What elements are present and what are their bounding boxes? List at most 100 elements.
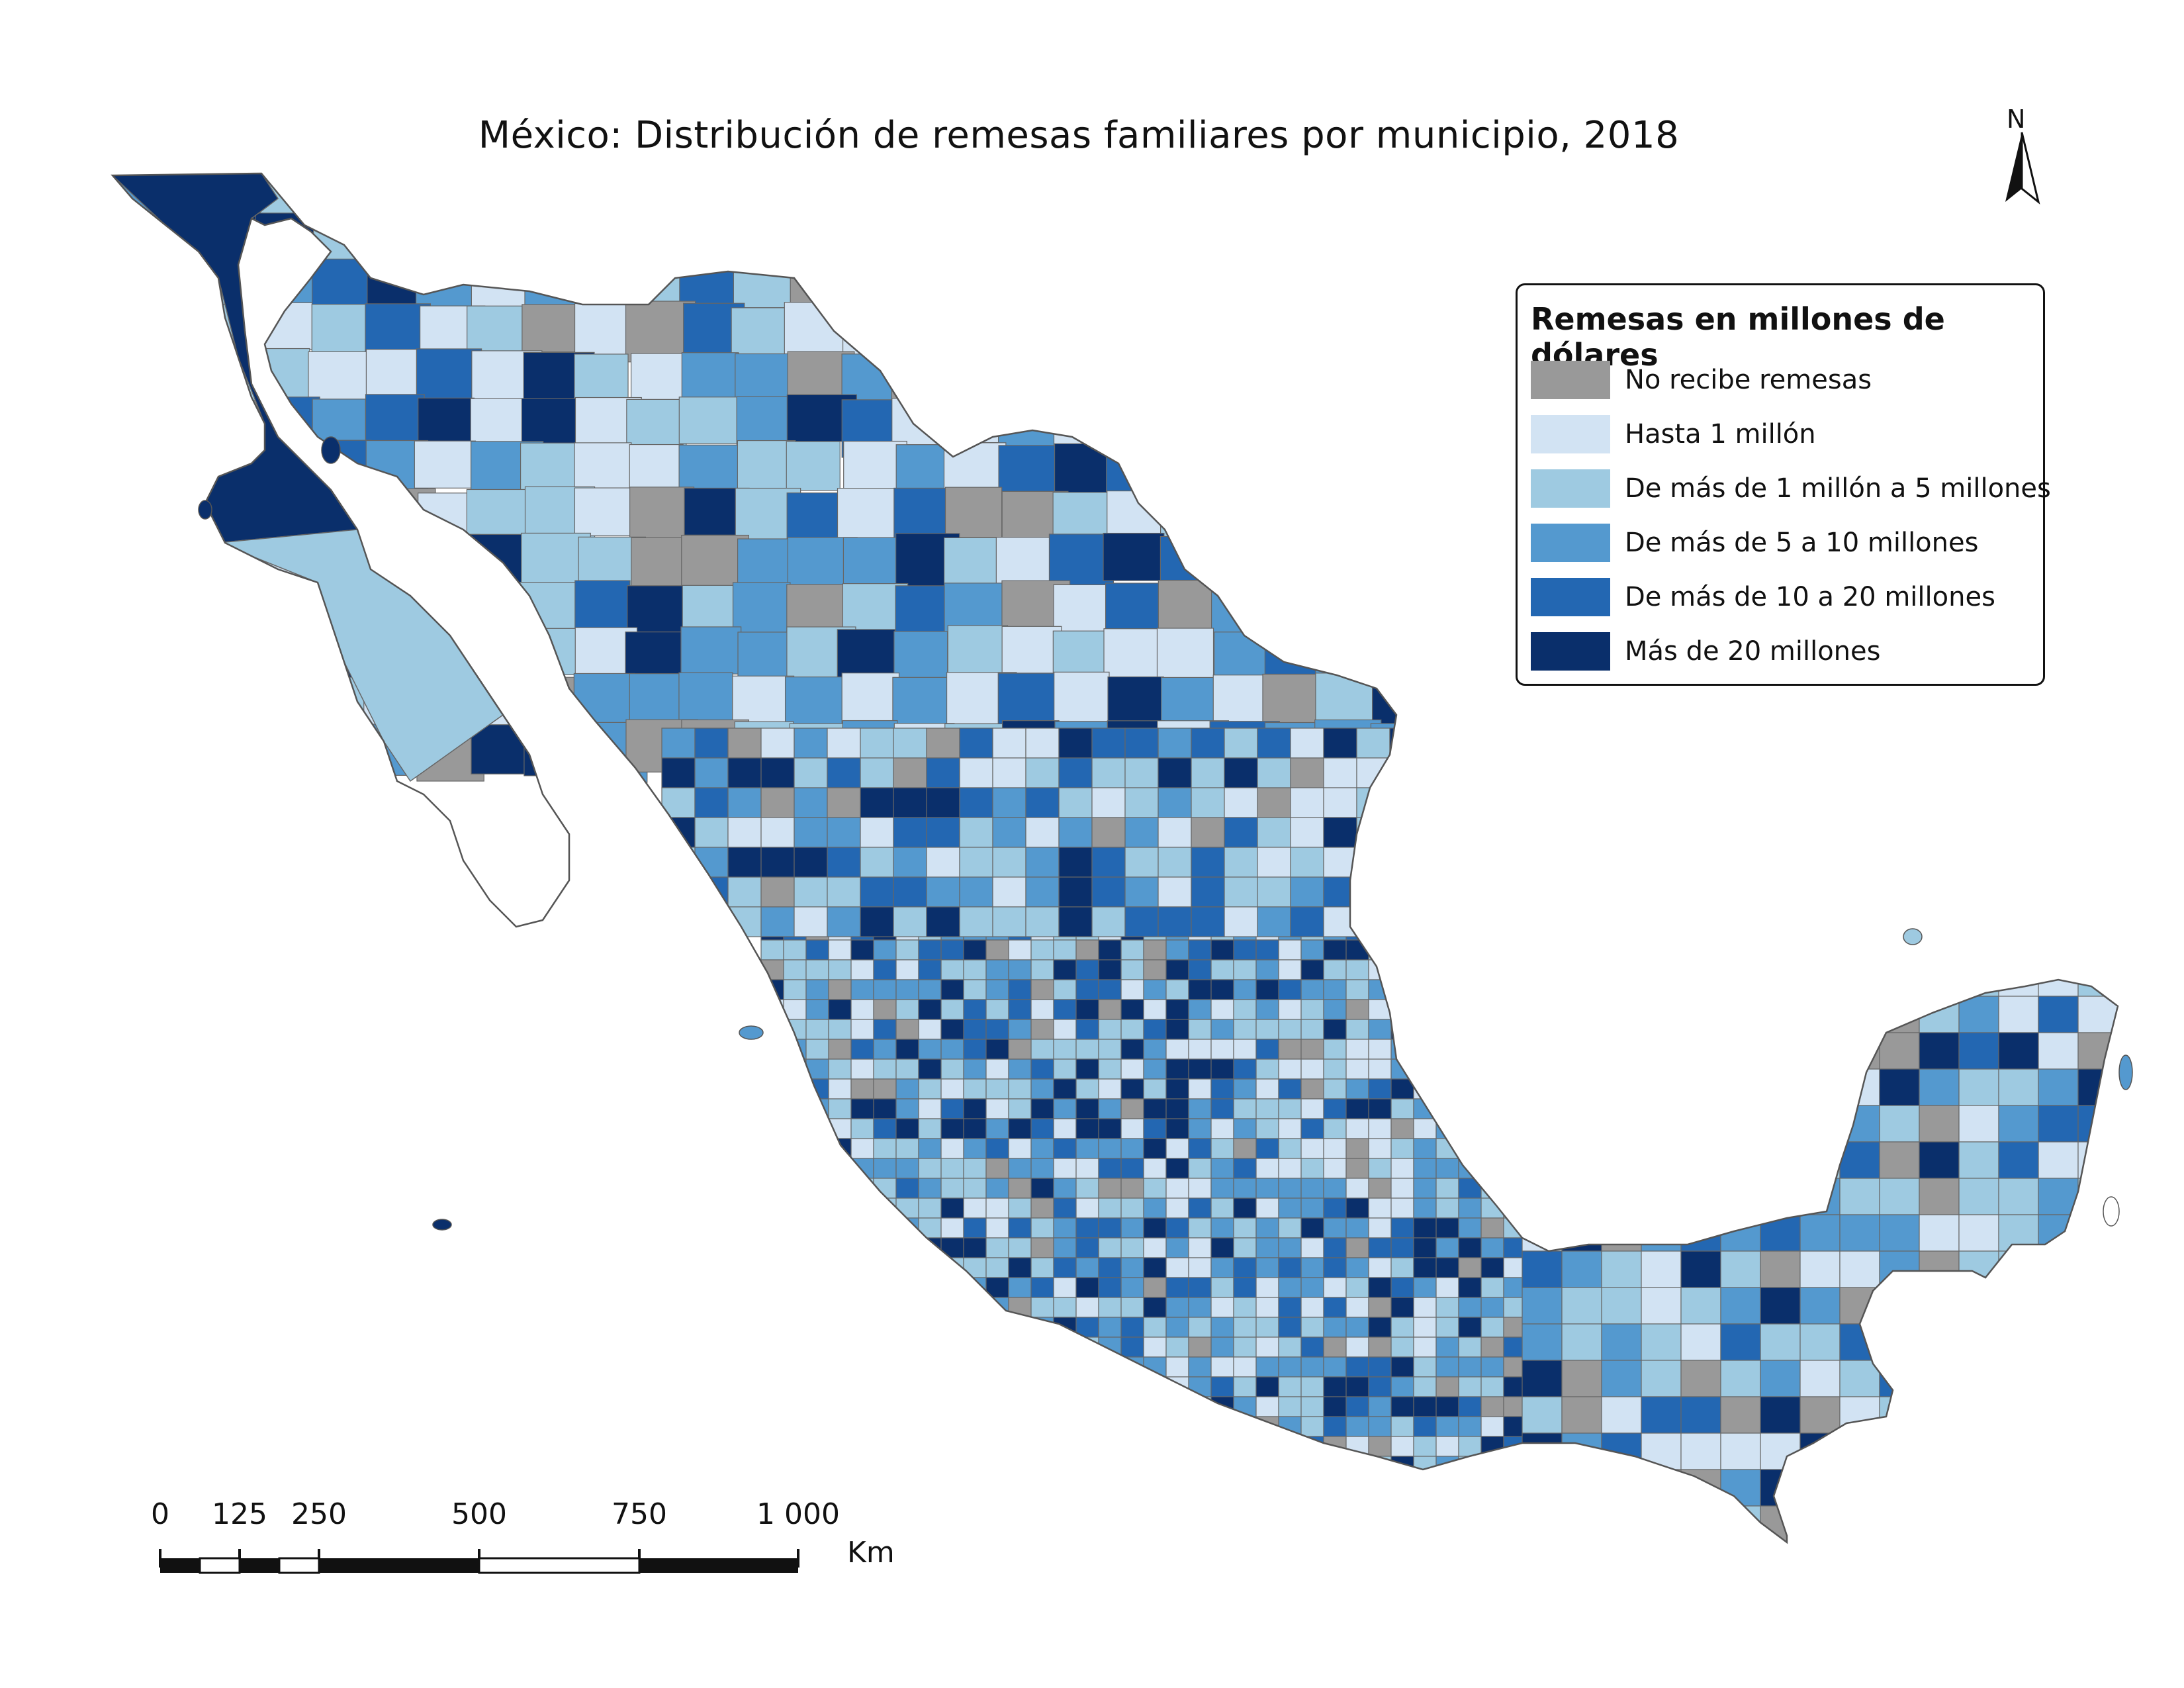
municipality-region	[2118, 1542, 2158, 1579]
municipality-region	[1345, 1416, 1369, 1437]
municipality-region	[1143, 1039, 1167, 1060]
municipality-region	[783, 1396, 807, 1417]
municipality-region	[727, 727, 762, 759]
municipality-region	[760, 1197, 784, 1219]
municipality-region	[1720, 1141, 1761, 1179]
municipality-region	[1368, 1297, 1392, 1318]
municipality-region	[2077, 1287, 2118, 1325]
municipality-region	[1158, 787, 1192, 818]
municipality-region	[1191, 757, 1225, 788]
municipality-region	[1120, 1376, 1144, 1397]
municipality-region	[1120, 1158, 1144, 1179]
municipality-region	[1008, 1416, 1032, 1437]
municipality-region	[873, 1098, 897, 1119]
municipality-region	[1165, 1237, 1189, 1258]
municipality-region	[113, 720, 159, 775]
municipality-region	[985, 1456, 1009, 1477]
municipality-region	[1548, 1118, 1572, 1139]
municipality-region	[1561, 1432, 1602, 1470]
municipality-region	[1641, 1032, 1682, 1070]
municipality-region	[895, 959, 919, 980]
municipality-region	[1548, 880, 1572, 901]
municipality-region	[1413, 1138, 1437, 1159]
municipality-region	[694, 727, 729, 759]
municipality-region	[578, 209, 645, 259]
municipality-region	[1233, 1138, 1257, 1159]
municipality-region	[1839, 1505, 1880, 1542]
municipality-region	[1570, 1039, 1594, 1060]
municipality-region	[918, 1098, 942, 1119]
municipality-region	[992, 817, 1026, 848]
municipality-region	[1413, 1515, 1437, 1536]
municipality-region	[760, 1138, 784, 1159]
municipality-region	[985, 1436, 1009, 1457]
municipality-region	[1323, 1138, 1347, 1159]
municipality-region	[963, 939, 987, 961]
municipality-region	[1210, 1237, 1234, 1258]
municipality-region	[1233, 1178, 1257, 1199]
municipality-region	[1458, 1118, 1482, 1139]
municipality-region	[850, 1118, 874, 1139]
municipality-region	[1210, 1297, 1234, 1318]
municipality-region	[1413, 880, 1437, 901]
municipality-region	[1503, 1197, 1527, 1219]
municipality-region	[1435, 1456, 1459, 1477]
municipality-region	[1390, 1416, 1414, 1437]
municipality-region	[1522, 1505, 1563, 1542]
municipality-region	[1458, 1158, 1482, 1179]
municipality-region	[365, 349, 426, 399]
municipality-region	[1323, 906, 1357, 937]
municipality-region	[790, 254, 846, 308]
municipality-region	[1998, 1396, 2039, 1434]
municipality-region	[895, 1376, 919, 1397]
municipality-region	[1075, 1376, 1099, 1397]
municipality-region	[1210, 1257, 1234, 1278]
municipality-region	[895, 1416, 919, 1437]
municipality-region	[1075, 979, 1099, 1000]
municipality-region	[1255, 979, 1279, 1000]
municipality-region	[1143, 1297, 1167, 1318]
municipality-region	[1570, 1118, 1594, 1139]
municipality-region	[1053, 979, 1077, 1000]
municipality-region	[794, 847, 828, 878]
municipality-region	[1480, 1356, 1504, 1378]
municipality-region	[1300, 1217, 1324, 1239]
municipality-region	[891, 173, 952, 218]
municipality-region	[1641, 1178, 1682, 1215]
municipality-region	[1601, 1360, 1642, 1397]
municipality-region	[1210, 1118, 1234, 1139]
municipality-region	[760, 1336, 784, 1358]
municipality-region	[1030, 1058, 1054, 1080]
municipality-region	[1075, 1197, 1099, 1219]
municipality-region	[1278, 1257, 1302, 1278]
municipality-region	[661, 817, 696, 848]
municipality-region	[2038, 1396, 2079, 1434]
municipality-region	[985, 1039, 1009, 1060]
municipality-region	[694, 787, 729, 818]
municipality-region	[1368, 1257, 1392, 1278]
municipality-region	[1522, 959, 1563, 997]
municipality-region	[258, 677, 316, 726]
municipality-region	[2117, 1505, 2118, 1542]
municipality-region	[733, 173, 799, 216]
municipality-region	[1480, 1058, 1504, 1080]
municipality-region	[1503, 1078, 1527, 1100]
municipality-region	[963, 979, 987, 1000]
municipality-region	[1525, 900, 1549, 921]
municipality-region	[2077, 1032, 2118, 1070]
municipality-region	[1188, 1396, 1212, 1417]
municipality-region	[1300, 1495, 1324, 1517]
municipality-region	[1143, 1217, 1167, 1239]
legend-label: De más de 1 millón a 5 millones	[1625, 473, 2051, 504]
municipality-region	[985, 1317, 1009, 1338]
municipality-region	[312, 722, 371, 781]
municipality-region	[1601, 1323, 1642, 1361]
municipality-region	[1345, 1178, 1369, 1199]
municipality-region	[1435, 999, 1459, 1020]
municipality-region	[678, 397, 743, 444]
municipality-region	[1323, 1396, 1347, 1417]
municipality-region	[1257, 876, 1291, 908]
municipality-region	[1641, 1068, 1682, 1106]
municipality-region	[1300, 1396, 1324, 1417]
municipality-region	[1030, 1376, 1054, 1397]
